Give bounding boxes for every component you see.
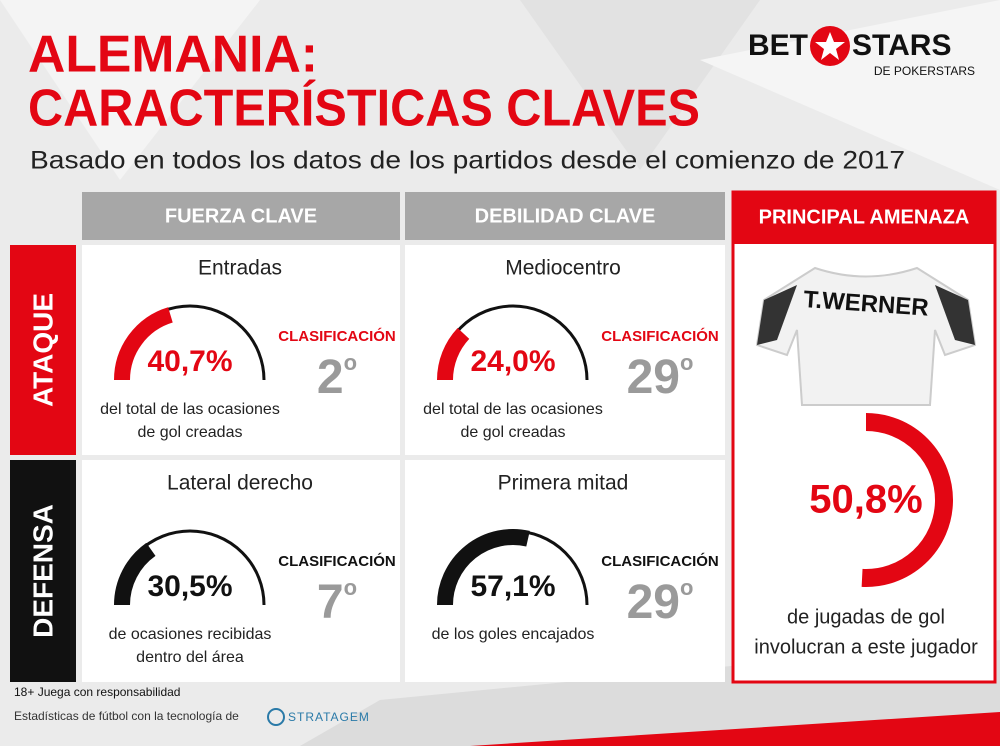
caption: del total de las ocasiones (100, 401, 280, 418)
rank-number: 29 (627, 351, 680, 404)
rank-number: 2 (317, 351, 344, 404)
column-header (733, 192, 995, 244)
metric: Mediocentro (505, 257, 621, 280)
value-label: 24,0% (470, 345, 555, 378)
value-label: 57,1% (470, 570, 555, 603)
logo: BET STARS DE POKERSTARS (748, 26, 975, 78)
rank-suffix: o (344, 350, 357, 375)
threat-ring (861, 413, 953, 587)
footer-text: Estadísticas de fútbol con la tecnología… (14, 709, 239, 723)
caption: de gol creadas (461, 424, 566, 441)
jersey-stripe (757, 285, 797, 345)
value-label: 40,7% (147, 345, 232, 378)
title: CARACTERÍSTICAS CLAVES (28, 80, 700, 138)
bottom-stripe (470, 712, 1000, 746)
value-label: 30,5% (147, 570, 232, 603)
caption: involucran a este jugador (754, 636, 978, 658)
rank-label: CLASIFICACIÓN (278, 327, 396, 345)
row-label: ATAQUE (27, 293, 58, 407)
row-label-box (10, 460, 76, 682)
metric: Entradas (198, 257, 282, 280)
column-header (82, 192, 400, 240)
column-header (405, 192, 725, 240)
caption: de gol creadas (138, 424, 243, 441)
column-header-text: DEBILIDAD CLAVE (475, 205, 656, 227)
rank: 7o (317, 575, 357, 629)
metric: Lateral derecho (167, 472, 313, 495)
rank-number: 7 (317, 576, 344, 629)
caption: de ocasiones recibidas (109, 626, 272, 643)
caption: de jugadas de gol (787, 606, 945, 628)
caption: del total de las ocasiones (423, 401, 603, 418)
threat-value-label: 50,8% (809, 478, 922, 522)
bg-shape (520, 0, 760, 170)
metric: Primera mitad (498, 472, 629, 495)
rank-number: 29 (627, 576, 680, 629)
rank-label: CLASIFICACIÓN (601, 552, 719, 570)
jersey: T.WERNER (755, 266, 977, 406)
jersey-stripe (935, 285, 975, 345)
row-label-box (10, 245, 76, 455)
title: ALEMANIA: (28, 26, 318, 84)
caption: dentro del área (136, 649, 244, 666)
partner-name: STRATAGEM (288, 710, 370, 724)
partner-icon (267, 708, 285, 726)
rank-label: CLASIFICACIÓN (601, 327, 719, 345)
column-header-text: FUERZA CLAVE (165, 205, 317, 227)
rank: 29o (627, 575, 694, 629)
rank: 2o (317, 350, 357, 404)
bg-shape (0, 0, 260, 180)
row-label: DEFENSA (27, 504, 58, 638)
logo-star (815, 32, 845, 60)
footer-text: 18+ Juega con responsabilidad (14, 685, 180, 699)
gauge-value (437, 529, 530, 606)
jersey-shape (755, 266, 977, 406)
gauge-value (114, 542, 156, 606)
gauge-value (114, 307, 174, 381)
rank-label: CLASIFICACIÓN (278, 552, 396, 570)
threat-panel (731, 190, 997, 684)
bg-shape (700, 0, 1000, 190)
logo-tagline: DE POKERSTARS (874, 64, 975, 78)
logo-text: STARS (852, 29, 951, 62)
column-header-text: PRINCIPAL AMENAZA (759, 206, 970, 228)
rank-suffix: o (344, 575, 357, 600)
rank: 29o (627, 350, 694, 404)
logo-text: BET (748, 29, 808, 62)
rank-suffix: o (680, 575, 693, 600)
caption: de los goles encajados (432, 626, 595, 643)
rank-suffix: o (680, 350, 693, 375)
subtitle: Basado en todos los datos de los partido… (30, 147, 905, 175)
gauge-value (437, 327, 470, 381)
